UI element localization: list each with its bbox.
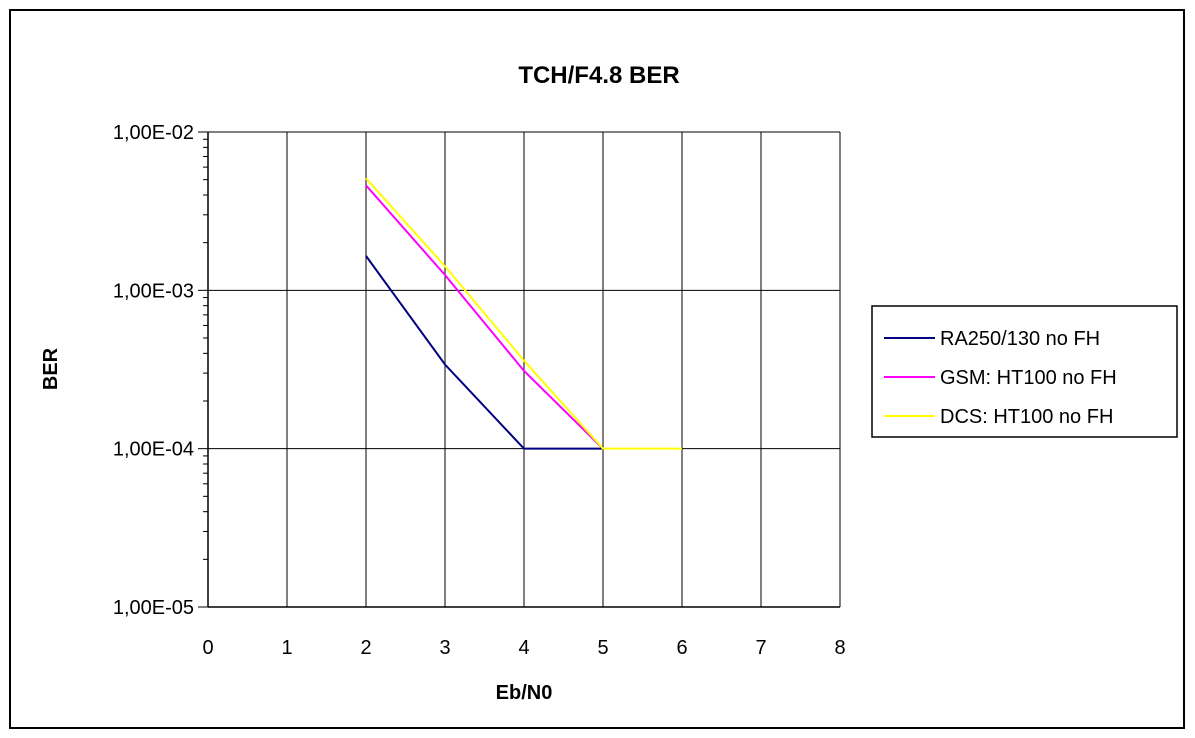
series-line-2 <box>365 184 604 450</box>
y-tick-label: 1,00E-05 <box>113 597 194 619</box>
x-tick-label: 0 <box>202 637 213 659</box>
legend: RA250/130 no FH GSM: HT100 no FH DCS: HT10… <box>871 305 1178 438</box>
x-tick-label: 4 <box>518 637 529 659</box>
y-tick-label: 1,00E-04 <box>113 439 194 461</box>
x-axis-label: Eb/N0 <box>496 682 553 704</box>
y-axis-label: BER <box>40 347 62 390</box>
x-tick-label: 8 <box>834 637 845 659</box>
x-tick-label: 6 <box>676 637 687 659</box>
legend-label-2: GSM: HT100 no FH <box>940 367 1117 389</box>
series-line-1 <box>365 255 603 450</box>
chart-svg: TCH/F4.8 BER 0 1 2 3 4 5 6 7 8 1,00E-02 1,00E-03 1,… <box>40 62 1178 704</box>
x-tick-label: 7 <box>755 637 766 659</box>
x-tick-label: 2 <box>360 637 371 659</box>
series-lines <box>365 177 682 450</box>
x-tick-label: 5 <box>597 637 608 659</box>
legend-label-1: RA250/130 no FH <box>940 328 1100 350</box>
series-line-3 <box>365 177 682 450</box>
axes <box>198 131 840 608</box>
tick-labels: 0 1 2 3 4 5 6 7 8 1,00E-02 1,00E-03 1,00E-04 1,00E-0… <box>113 122 846 659</box>
chart-frame: TCH/F4.8 BER 0 1 2 3 4 5 6 7 8 1,00E-02 1,00E-03 1,… <box>9 9 1185 729</box>
x-tick-label: 3 <box>439 637 450 659</box>
chart-title: TCH/F4.8 BER <box>518 62 679 89</box>
legend-label-3: DCS: HT100 no FH <box>940 406 1113 428</box>
y-tick-label: 1,00E-03 <box>113 280 194 302</box>
y-tick-label: 1,00E-02 <box>113 122 194 144</box>
x-tick-label: 1 <box>281 637 292 659</box>
